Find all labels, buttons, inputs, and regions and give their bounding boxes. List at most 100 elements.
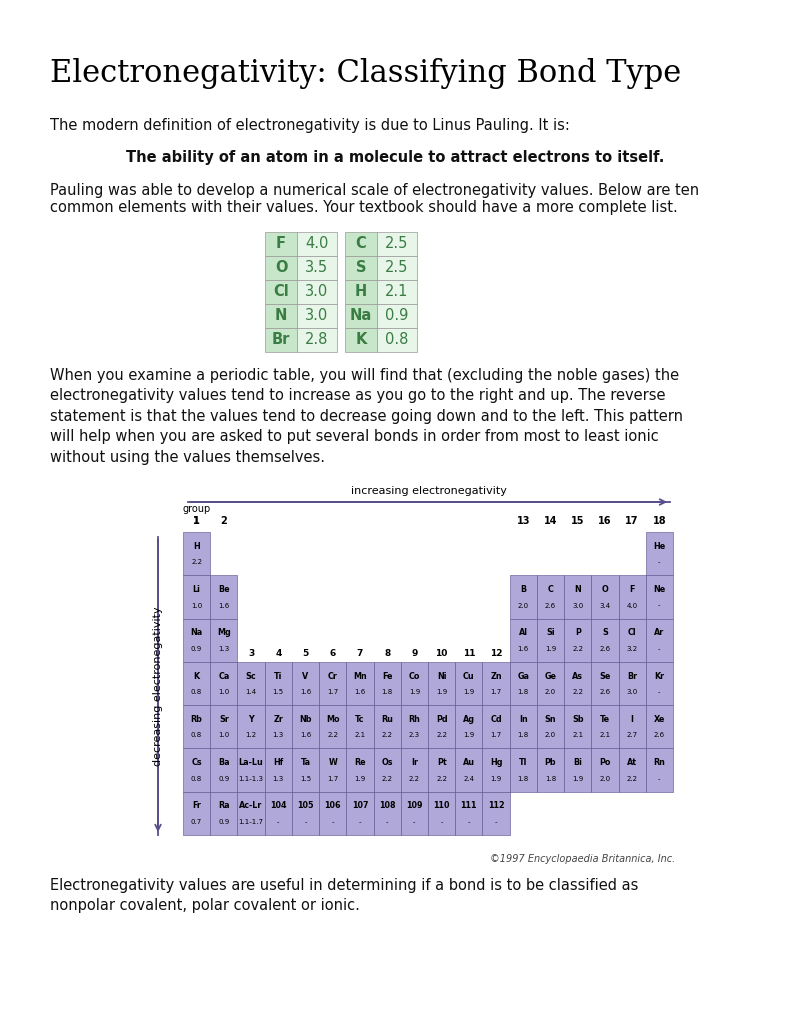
Text: 1: 1 <box>193 516 200 526</box>
Bar <box>346 662 373 706</box>
Text: Ni: Ni <box>437 672 446 681</box>
Text: Au: Au <box>463 758 475 767</box>
Text: Ne: Ne <box>653 585 665 594</box>
Bar <box>619 706 645 749</box>
Bar <box>619 618 645 662</box>
Text: 110: 110 <box>433 802 450 811</box>
Text: 1.8: 1.8 <box>517 776 529 781</box>
Bar <box>210 749 237 792</box>
Text: 0.8: 0.8 <box>191 776 202 781</box>
Bar <box>592 706 619 749</box>
Text: Rb: Rb <box>191 715 202 724</box>
Text: Zn: Zn <box>490 672 501 681</box>
Text: 2.6: 2.6 <box>600 689 611 695</box>
Text: Electronegativity: Classifying Bond Type: Electronegativity: Classifying Bond Type <box>50 58 681 89</box>
Text: 0.9: 0.9 <box>218 776 229 781</box>
Text: 1.1-1.7: 1.1-1.7 <box>239 819 263 825</box>
Bar <box>373 792 401 835</box>
Bar <box>564 662 592 706</box>
Text: 1.9: 1.9 <box>545 646 556 652</box>
Text: Br: Br <box>272 333 290 347</box>
Bar <box>377 304 417 328</box>
Text: S: S <box>356 260 366 275</box>
Text: 2.1: 2.1 <box>572 732 583 738</box>
Text: 1.6: 1.6 <box>354 689 365 695</box>
Text: As: As <box>572 672 583 681</box>
Text: Pb: Pb <box>545 758 556 767</box>
Text: 1.9: 1.9 <box>409 689 420 695</box>
Text: 4: 4 <box>275 649 282 657</box>
Text: Tc: Tc <box>355 715 365 724</box>
Text: Ba: Ba <box>218 758 229 767</box>
Text: Electronegativity values are useful in determining if a bond is to be classified: Electronegativity values are useful in d… <box>50 878 638 913</box>
Text: Cu: Cu <box>463 672 475 681</box>
Bar <box>373 749 401 792</box>
Text: When you examine a periodic table, you will find that (excluding the noble gases: When you examine a periodic table, you w… <box>50 368 683 465</box>
Bar <box>237 792 265 835</box>
Text: 0.7: 0.7 <box>191 819 202 825</box>
Text: Mo: Mo <box>326 715 339 724</box>
Text: 3.4: 3.4 <box>600 602 611 608</box>
Bar <box>537 662 564 706</box>
Text: -: - <box>358 819 361 825</box>
Text: Kr: Kr <box>654 672 664 681</box>
Text: H: H <box>355 285 367 299</box>
Text: 2.7: 2.7 <box>626 732 638 738</box>
Text: Xe: Xe <box>653 715 665 724</box>
Bar <box>509 575 537 618</box>
Bar <box>237 706 265 749</box>
Text: 109: 109 <box>406 802 422 811</box>
Text: 2.5: 2.5 <box>385 237 409 252</box>
Text: Cs: Cs <box>191 758 202 767</box>
Text: I: I <box>630 715 634 724</box>
Text: Rh: Rh <box>408 715 420 724</box>
Text: Cl: Cl <box>628 629 637 637</box>
Text: Pauling was able to develop a numerical scale of electronegativity values. Below: Pauling was able to develop a numerical … <box>50 183 699 215</box>
Bar <box>401 662 428 706</box>
Text: 107: 107 <box>352 802 368 811</box>
Text: 2.2: 2.2 <box>409 776 420 781</box>
Bar <box>292 749 319 792</box>
Text: 0.9: 0.9 <box>191 646 202 652</box>
Text: Ga: Ga <box>517 672 529 681</box>
Text: 1.7: 1.7 <box>490 689 501 695</box>
Text: C: C <box>356 237 366 252</box>
Text: S: S <box>602 629 607 637</box>
Bar <box>292 706 319 749</box>
Text: 2.1: 2.1 <box>385 285 409 299</box>
Text: 15: 15 <box>571 516 585 526</box>
Text: -: - <box>658 689 660 695</box>
Bar <box>183 749 210 792</box>
Bar <box>183 662 210 706</box>
Bar <box>456 706 483 749</box>
Text: 1.9: 1.9 <box>464 689 475 695</box>
Text: At: At <box>627 758 638 767</box>
Bar <box>345 280 377 304</box>
Text: ©1997 Encyclopaedia Britannica, Inc.: ©1997 Encyclopaedia Britannica, Inc. <box>490 854 675 864</box>
Bar <box>564 706 592 749</box>
Text: Ac-Lr: Ac-Lr <box>240 802 263 811</box>
Text: 106: 106 <box>324 802 341 811</box>
Text: 2.6: 2.6 <box>545 602 556 608</box>
Bar <box>456 792 483 835</box>
Text: 9: 9 <box>411 649 418 657</box>
Text: 3.2: 3.2 <box>626 646 638 652</box>
Text: 2.2: 2.2 <box>436 732 447 738</box>
Text: 108: 108 <box>379 802 396 811</box>
Bar <box>619 749 645 792</box>
Bar <box>377 256 417 280</box>
Text: 1.8: 1.8 <box>517 689 529 695</box>
Text: Cl: Cl <box>273 285 289 299</box>
Text: H: H <box>193 542 200 551</box>
Bar <box>265 280 297 304</box>
Text: -: - <box>658 776 660 781</box>
Bar <box>346 792 373 835</box>
Text: Ca: Ca <box>218 672 229 681</box>
Text: 1.6: 1.6 <box>517 646 529 652</box>
Text: Ir: Ir <box>411 758 418 767</box>
Text: Hg: Hg <box>490 758 502 767</box>
Text: N: N <box>574 585 581 594</box>
Text: 7: 7 <box>357 649 363 657</box>
Bar <box>183 792 210 835</box>
Bar <box>373 706 401 749</box>
